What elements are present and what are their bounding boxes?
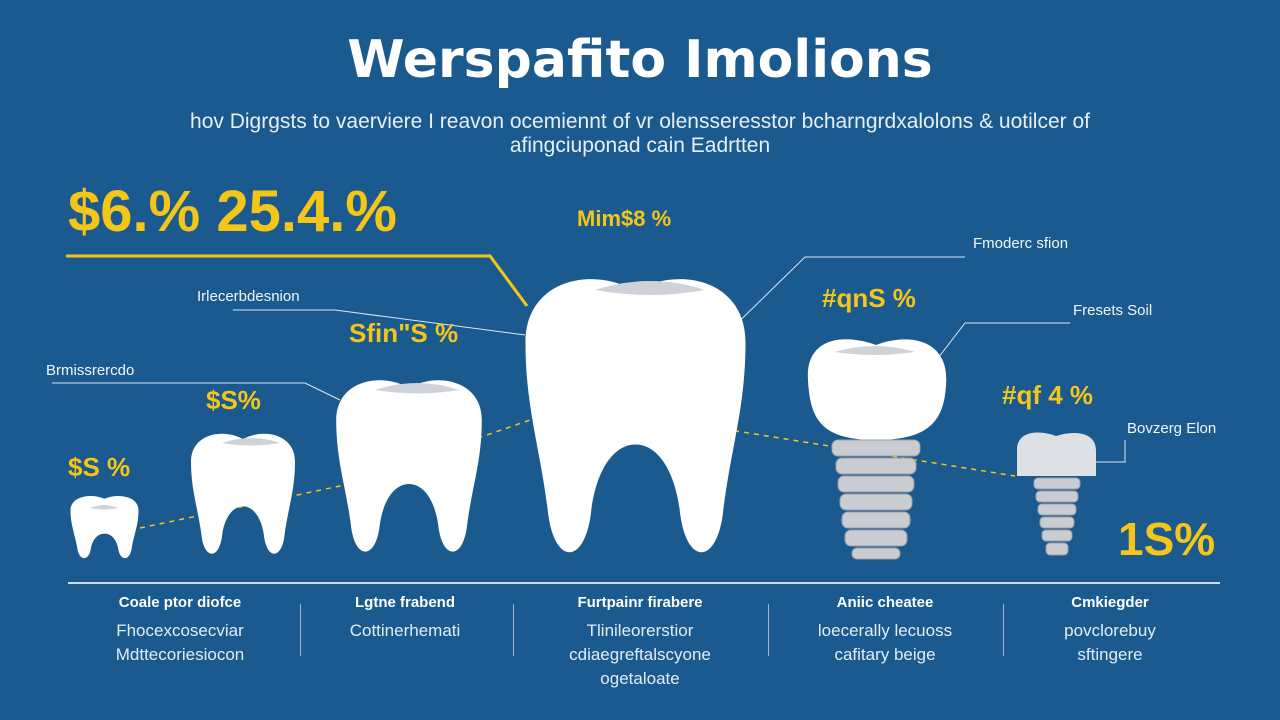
callout-pct: Mim$8 %	[577, 206, 672, 231]
column-heading: Aniic cheatee	[836, 594, 934, 611]
callout-pct: $S %	[68, 452, 131, 482]
headline-stats: $6.% 25.4.%	[68, 179, 397, 244]
leader-line	[714, 256, 965, 346]
subtitle-line-2: afingciuponad cain Eadrtten	[509, 134, 771, 157]
column-text: Mdttecoriesiocon	[115, 645, 245, 664]
headline-underline	[66, 254, 529, 307]
implant-small	[1017, 432, 1097, 556]
callout-label: Bovzerg Elon	[1127, 420, 1217, 437]
column-text: loecerally lecuoss	[817, 621, 953, 640]
trend-line	[139, 419, 1016, 529]
leader-line	[52, 382, 341, 401]
column-3: Furtpainr firabere Tlinileorerstior cdia…	[520, 594, 760, 691]
callout-label: Fresets Soil	[1073, 302, 1153, 319]
column-text: cafitary beige	[834, 645, 936, 664]
tooth-medium	[191, 433, 295, 554]
subtitle-line-1: hov Digrgsts to vaerviere I reavon ocemi…	[190, 110, 1090, 133]
column-heading: Lgtne frabend	[355, 594, 455, 611]
column-heading: Coale ptor diofce	[118, 594, 242, 611]
tooth-large	[336, 380, 482, 552]
column-text: povclorebuy	[1064, 621, 1156, 640]
callout-pct: $S%	[206, 385, 261, 415]
leader-line	[1095, 440, 1126, 463]
callout-pct: Sfin"S %	[349, 318, 459, 348]
column-text: sftingere	[1077, 645, 1143, 664]
column-text: cdiaegreftalscyone	[569, 645, 711, 664]
column-text: Tlinileorerstior	[586, 621, 694, 640]
column-text: Fhocexcosecviar	[116, 621, 244, 640]
implant-large	[807, 339, 947, 560]
divider	[513, 604, 514, 656]
column-text: ogetaloate	[600, 669, 680, 688]
divider	[768, 604, 769, 656]
tooth-xlarge	[525, 279, 746, 553]
page-title: Werspafito Imolions	[347, 30, 933, 90]
column-heading: Furtpainr firabere	[577, 594, 703, 611]
callout-label: Fmoderc sfion	[973, 235, 1069, 252]
callout-label: Brmissrercdo	[46, 362, 135, 379]
callout-big-pct: 1S%	[1118, 513, 1216, 565]
callout-pct: #qf 4 %	[1002, 380, 1094, 410]
column-1: Coale ptor diofce Fhocexcosecviar Mdttec…	[70, 594, 290, 667]
column-text: Cottinerhemati	[349, 621, 461, 640]
leader-line	[924, 322, 1070, 376]
divider	[300, 604, 301, 656]
column-4: Aniic cheatee loecerally lecuoss cafitar…	[775, 594, 995, 667]
column-heading: Cmkiegder	[1071, 594, 1149, 611]
column-5: Cmkiegder povclorebuy sftingere	[1010, 594, 1210, 667]
column-2: Lgtne frabend Cottinerhemati	[305, 594, 505, 643]
callout-label: Irlecerbdesnion	[197, 288, 300, 305]
callout-pct: #qnS %	[822, 283, 916, 313]
divider	[1003, 604, 1004, 656]
leader-line	[233, 309, 526, 336]
